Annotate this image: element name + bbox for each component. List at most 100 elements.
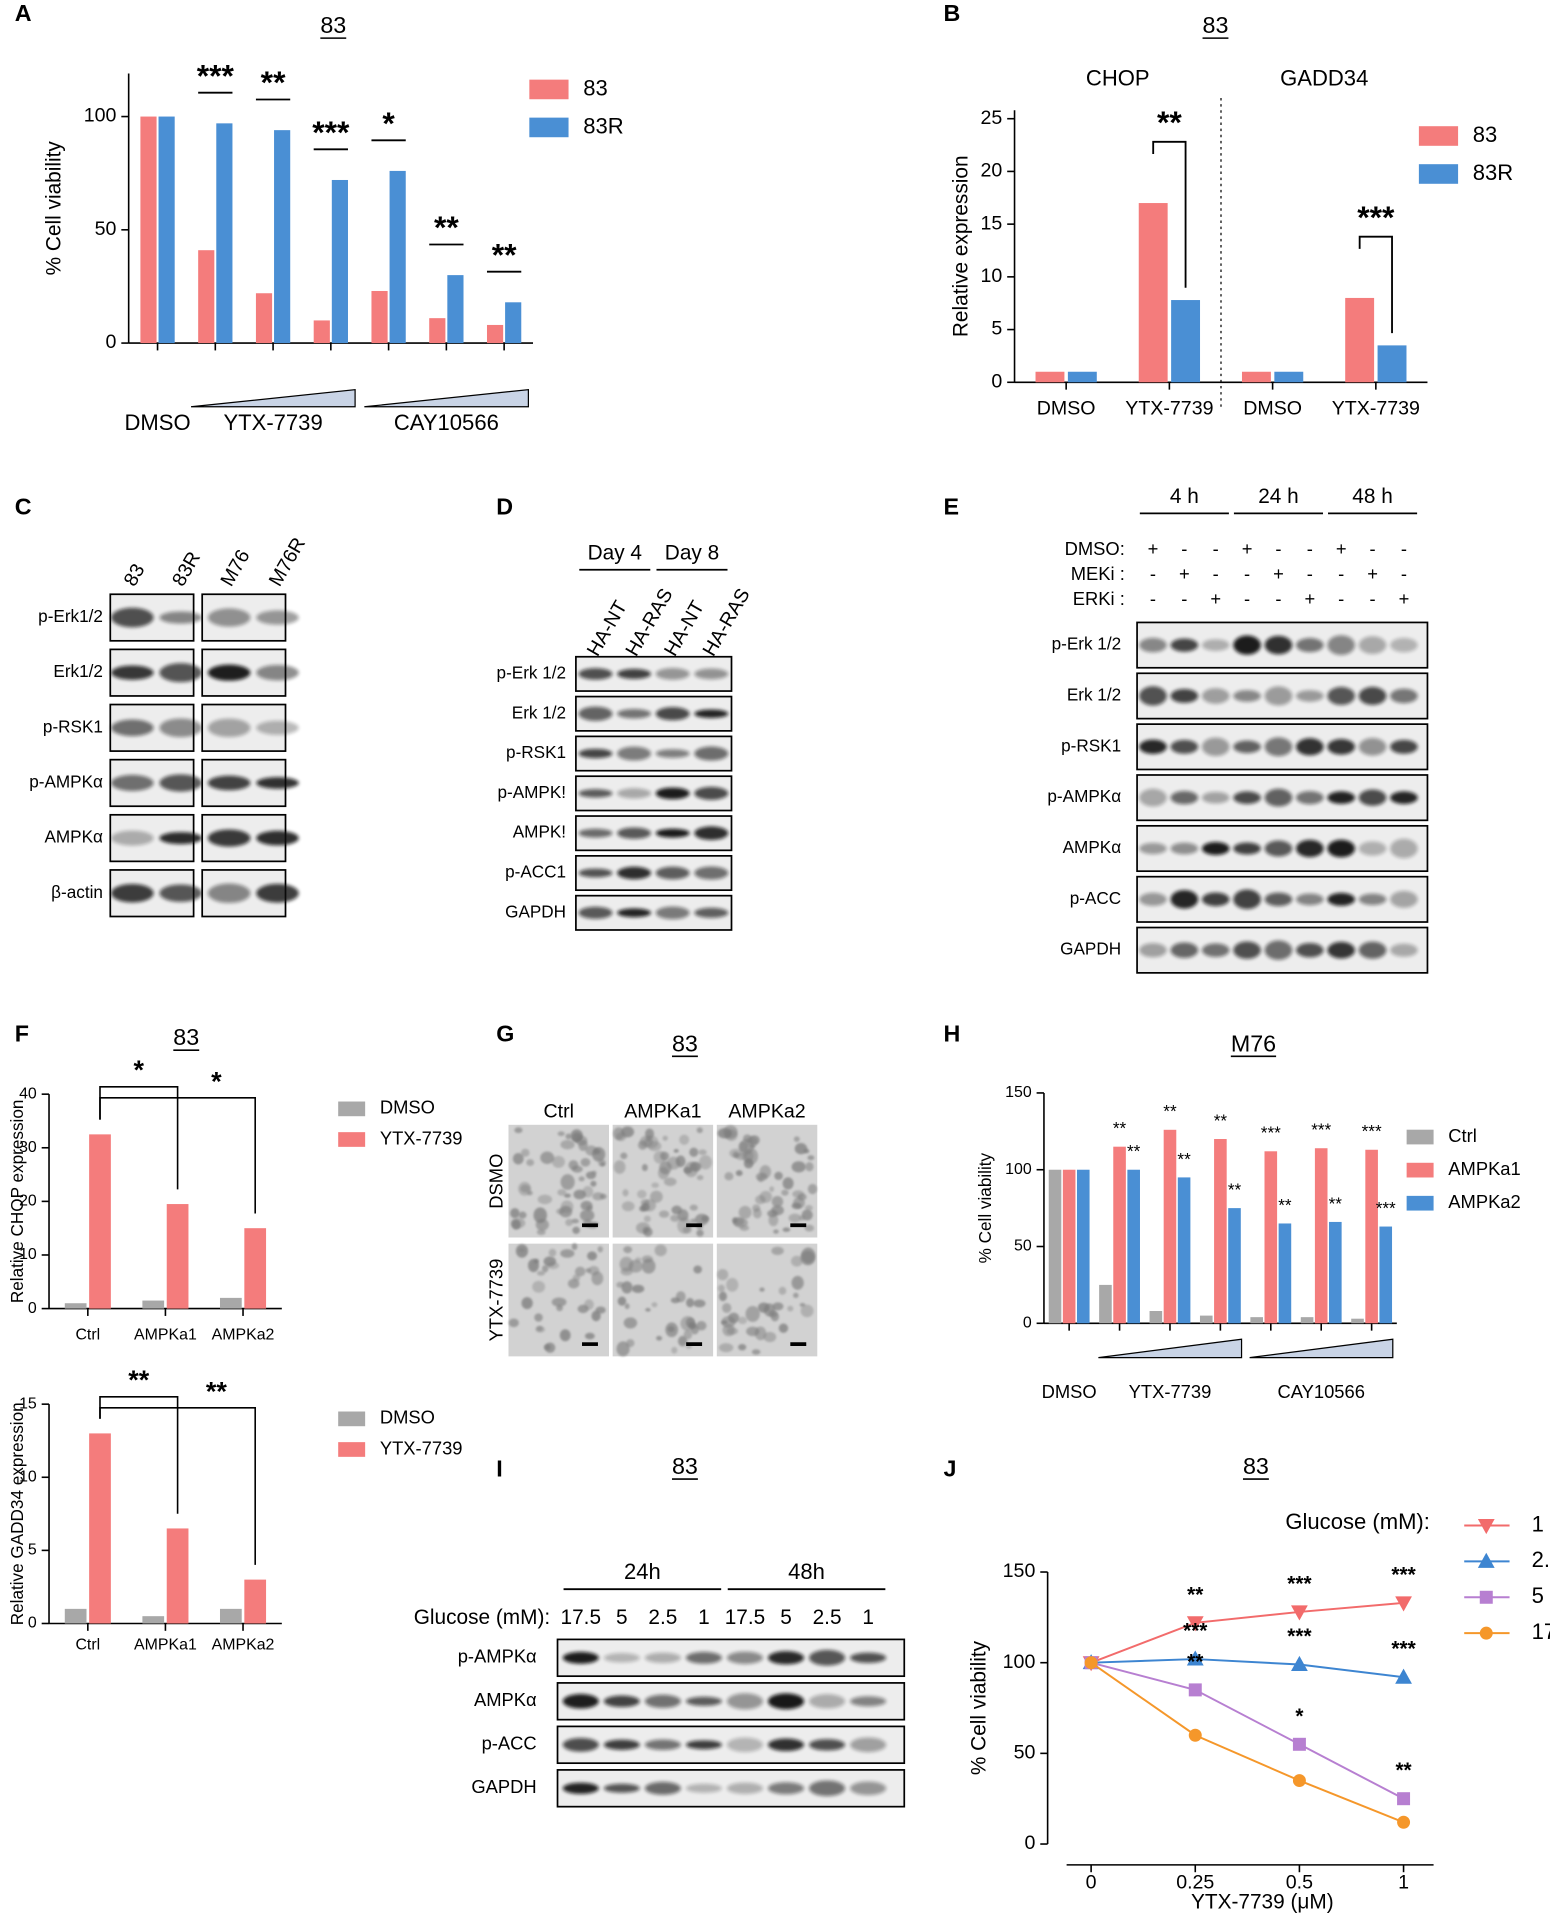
band <box>1390 838 1418 859</box>
column-label: Ctrl <box>543 1101 573 1123</box>
cell <box>746 1326 760 1337</box>
y-tick-label: 10 <box>19 1246 37 1263</box>
band <box>1296 839 1324 858</box>
legend-label: 2.5 <box>1532 1547 1550 1572</box>
blot-row-label: p-AMPKα <box>1047 786 1121 806</box>
group-label: CAY10566 <box>394 410 499 435</box>
significance-bracket <box>1358 235 1393 334</box>
lane-label: 5 <box>616 1606 628 1629</box>
cell <box>556 1304 563 1312</box>
band <box>111 719 154 737</box>
band <box>767 1738 805 1752</box>
panel-letter: A <box>15 0 32 26</box>
blot-row-label: AMPKα <box>1063 837 1122 857</box>
cell <box>551 1297 567 1307</box>
cell <box>518 1211 527 1219</box>
legend-label: 83 <box>583 75 608 100</box>
significance-label: *** <box>1362 1121 1382 1141</box>
cell <box>646 1138 652 1142</box>
cell <box>781 1189 789 1196</box>
cell <box>526 1159 535 1166</box>
band <box>562 1651 599 1664</box>
panel-title: 83 <box>672 1030 698 1056</box>
band <box>655 828 690 838</box>
lane-group-label: 24h <box>624 1559 661 1584</box>
band <box>726 1693 764 1710</box>
lane-group-label: Day 8 <box>665 541 719 564</box>
band <box>1201 737 1230 757</box>
blot-row-label: β-actin <box>51 882 103 902</box>
cell <box>548 1248 557 1257</box>
cell <box>571 1243 578 1251</box>
cell <box>694 1213 709 1226</box>
treatment-mark: + <box>1367 563 1378 584</box>
panel-letter: I <box>496 1455 502 1481</box>
cell <box>584 1332 595 1340</box>
blot-row-label: p-ACC1 <box>505 862 566 882</box>
treatment-mark: + <box>1399 588 1410 609</box>
bar <box>1035 371 1065 383</box>
cell <box>572 1274 581 1282</box>
x-tick-label: 1 <box>1398 1871 1409 1893</box>
blot-row-label: p-ACC <box>1070 888 1121 908</box>
x-tick-label: 0.25 <box>1176 1871 1214 1893</box>
significance-label: * <box>211 1066 222 1096</box>
cell <box>639 1205 647 1212</box>
bar <box>429 318 446 344</box>
y-tick-label: 100 <box>84 105 117 127</box>
legend-label: DMSO <box>380 1097 435 1118</box>
band <box>562 1694 599 1709</box>
y-tick-label: 5 <box>28 1542 37 1559</box>
chart-title: M76 <box>1231 1030 1276 1056</box>
band <box>1233 791 1261 804</box>
legend-swatch <box>529 117 569 138</box>
bar <box>244 1579 267 1624</box>
chart-title: 83 <box>320 12 346 38</box>
cell <box>673 1149 679 1153</box>
bar <box>255 293 273 344</box>
x-tick-label: YTX-7739 <box>1125 397 1213 419</box>
band <box>1358 941 1387 959</box>
cell <box>717 1284 725 1293</box>
band <box>256 777 299 789</box>
band <box>617 866 652 880</box>
significance-label: ** <box>1127 1141 1141 1161</box>
cell <box>510 1208 520 1219</box>
bar <box>1241 371 1271 383</box>
dose-wedge <box>1249 1338 1394 1359</box>
significance-label: * <box>1295 1705 1304 1728</box>
cell <box>560 1249 575 1258</box>
y-tick-label: 100 <box>1005 1161 1032 1178</box>
band <box>1139 637 1167 653</box>
y-tick-label: 0 <box>1024 1832 1035 1854</box>
band <box>685 1740 722 1750</box>
band <box>767 1782 805 1795</box>
y-axis-label: % Cell viability <box>968 1640 991 1775</box>
dose-wedge <box>364 388 530 408</box>
cell <box>552 1155 565 1168</box>
cell <box>804 1224 815 1232</box>
point <box>1397 1792 1411 1806</box>
y-tick-label: 20 <box>19 1193 37 1210</box>
column-label: AMPKa2 <box>728 1101 805 1123</box>
treatment-mark: - <box>1370 588 1376 609</box>
treatment-label: DMSO: <box>1065 538 1125 559</box>
series-line <box>1090 1661 1405 1800</box>
cell <box>621 1281 633 1294</box>
band <box>578 706 613 721</box>
treatment-mark: - <box>1401 538 1407 559</box>
cell <box>620 1152 628 1160</box>
y-tick-label: 0 <box>1023 1314 1032 1331</box>
point <box>1395 1668 1412 1684</box>
cell <box>800 1304 814 1318</box>
cell <box>683 1329 693 1340</box>
treatment-mark: - <box>1307 538 1313 559</box>
cell <box>617 1296 627 1306</box>
cell <box>685 1317 696 1328</box>
bar <box>142 1616 165 1624</box>
point <box>1397 1815 1411 1829</box>
band <box>655 866 690 880</box>
bar <box>389 170 406 344</box>
cell <box>755 1195 766 1205</box>
cell <box>535 1326 546 1333</box>
